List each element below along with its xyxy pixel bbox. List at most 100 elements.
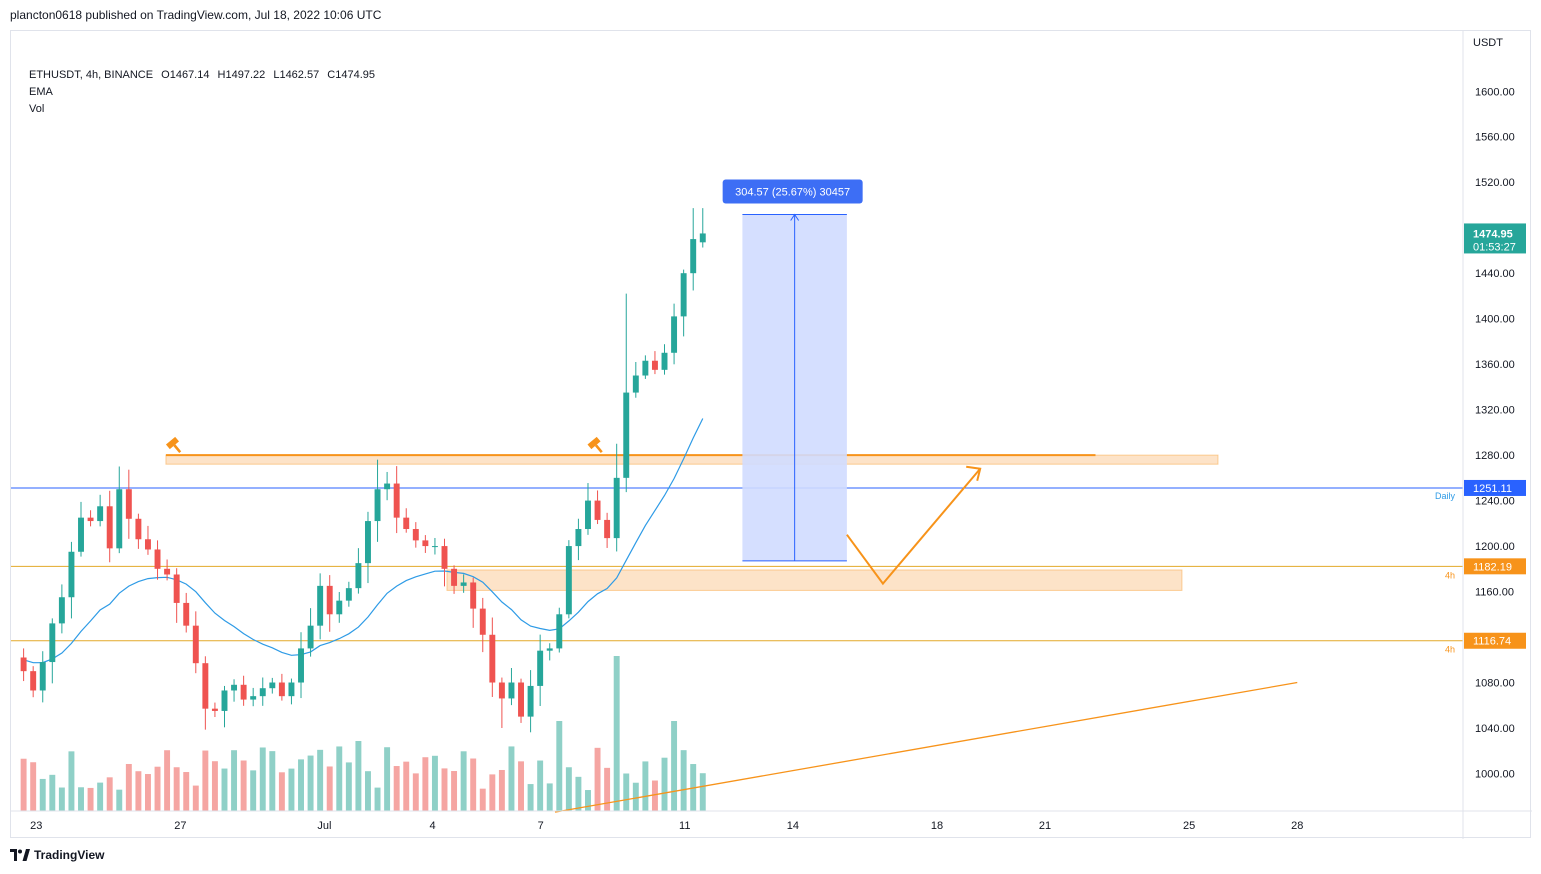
volume-bar [556,721,563,811]
volume-bar [470,758,477,811]
candle-body [259,688,266,697]
candle-body [192,625,199,664]
candle-body [470,582,477,609]
price-chart[interactable]: Daily 4h 4h 304.57 (25.67%) 30457 USDT 1000… [11,31,1532,839]
4h-level-tag-2: 1116.74 [1473,636,1511,648]
candle-body [518,682,524,717]
chart-frame[interactable]: Daily 4h 4h 304.57 (25.67%) 30457 USDT 1000… [10,30,1532,839]
resistance-zone [165,454,1219,465]
price-tick-label: 1240.00 [1475,496,1515,508]
volume-bar [231,750,238,811]
candle-body [556,614,563,649]
candle-body [479,608,486,635]
candle-body [546,648,553,651]
zones-layer [165,454,1219,591]
candle-body [431,546,438,548]
price-tick-label: 1520.00 [1475,177,1515,189]
candle-body [97,506,104,522]
measure-layer: 304.57 (25.67%) 30457 [722,179,863,562]
volume-bar [537,760,544,811]
volume-bar [345,762,352,811]
price-tick-label: 1360.00 [1475,359,1515,371]
candle-body [651,360,658,370]
daily-level-tag: 1251.11 [1473,483,1512,495]
volume-bar [479,788,486,811]
volume-bar [240,760,247,811]
volume-bar [317,749,324,811]
volume-bar [135,771,142,811]
volume-bar [288,768,295,811]
measure-label-box [722,179,863,204]
candle-body [39,662,46,691]
candle-body [336,600,343,615]
hammer-head [165,436,180,450]
volume-bar [546,783,553,811]
price-tick-label: 1080.00 [1475,678,1515,690]
legend-vol[interactable]: Vol [29,103,45,115]
level-tag: 4h [1445,570,1455,580]
price-tick-label: 1600.00 [1475,86,1515,98]
4h-level-tag-box [1464,558,1526,575]
candle-body [20,657,27,672]
projection-arrow [846,468,981,586]
volume-bar [278,772,285,811]
volume-bar [489,774,496,811]
volume-bar [575,776,582,811]
volume-bar [250,770,257,811]
candle-body [365,521,371,564]
legend-high: H1497.22 [217,69,266,81]
candle-body [58,597,65,624]
volume-bar [355,741,362,811]
candle-body [221,690,228,711]
candle-body [604,519,611,539]
candle-body [307,625,314,649]
footer-brand[interactable]: TradingView [10,848,104,862]
hammer-handle [173,444,182,454]
volume-bar [498,769,505,811]
price-tick-label: 1160.00 [1475,587,1514,599]
volume-bar [613,656,620,811]
candle-body [355,563,362,589]
publisher-caption: plancton0618 published on TradingView.co… [10,8,382,22]
time-tick-label: 18 [931,820,943,832]
price-axis-unit: USDT [1473,37,1503,49]
last-price-box [1464,223,1526,254]
volume-bar [106,777,113,811]
volume-bar [58,787,65,811]
volume-bar [594,747,601,811]
volume-bar [97,782,104,811]
4h-level-tag: 1182.19 [1473,561,1512,573]
last-price-label: 1474.95 [1473,228,1513,240]
legend-open: O1467.14 [161,69,210,81]
volume-bar [336,746,343,811]
candle-body [125,489,132,519]
candle-body [537,650,544,686]
axes-layer: USDT1000.001040.001080.001120.001160.001… [11,31,1532,839]
candle-body [498,682,505,699]
candle-body [116,489,123,549]
candle-body [623,392,630,478]
volume-bar [49,774,56,811]
volume-bar [460,751,467,811]
candle-body [250,696,257,700]
volume-bar [298,759,304,811]
candle-body [527,685,534,717]
candle-body [594,500,601,520]
hammer-icon [587,436,603,454]
volume-bar [68,751,75,811]
time-tick-label: 28 [1291,820,1303,832]
volume-bar [164,750,171,811]
candle-body [173,574,180,603]
volume-bar [393,766,400,811]
volume-bar [642,761,649,811]
candle-body [317,585,324,626]
price-tick-label: 1560.00 [1475,132,1515,144]
ema-layer [23,418,704,664]
volume-bar [651,780,658,811]
candle-body [202,663,209,709]
candle-body [298,648,304,683]
legend-ema[interactable]: EMA [29,86,53,98]
volume-bar [307,755,314,811]
time-tick-label: 11 [679,820,690,832]
volume-bar [221,768,228,811]
